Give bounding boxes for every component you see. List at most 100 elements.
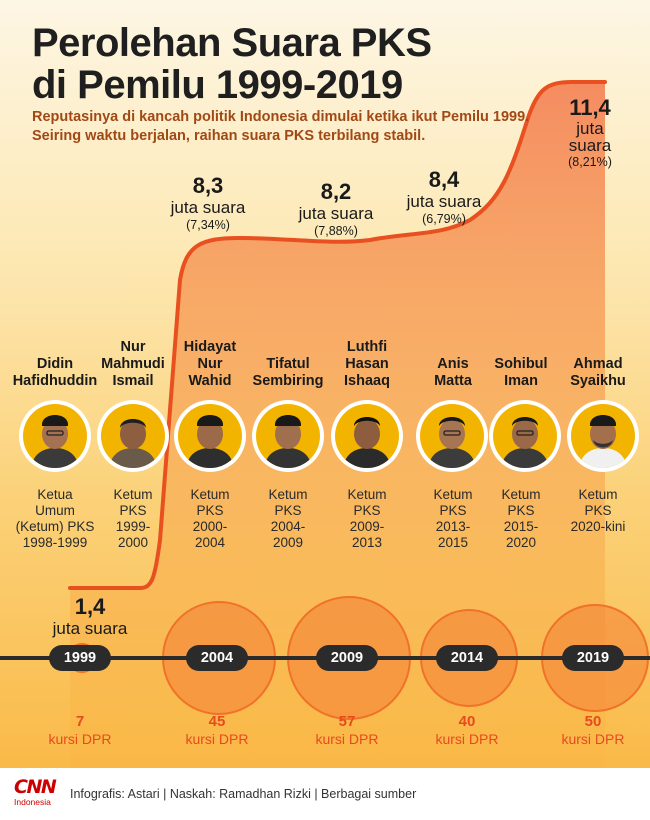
leader-photo: [567, 400, 639, 472]
vote-label-2009: 8,2 juta suara (7,88%): [276, 180, 396, 240]
year-pill: 2019: [562, 645, 624, 671]
cnn-indonesia-logo: CNN Indonesia: [14, 777, 62, 807]
name-line: Iman: [504, 373, 538, 389]
page-title: Perolehan Suara PKS di Pemilu 1999-2019: [32, 22, 432, 106]
vote-unit: juta suara: [170, 198, 246, 217]
vote-percent: (7,34%): [186, 218, 230, 232]
name-line: Wahid: [188, 373, 232, 389]
seat-count: 57 kursi DPR: [292, 712, 402, 748]
leader-name: Ahmad Syaikhu: [548, 318, 648, 390]
role-line: Ketum: [268, 487, 308, 502]
role-line: Ketum: [190, 487, 230, 502]
vote-value: 8,3: [192, 173, 224, 198]
vote-label-2014: 8,4 juta suara (6,79%): [384, 168, 504, 228]
portrait-icon: [101, 404, 165, 468]
name-line: Matta: [434, 373, 472, 389]
seat-count: 7 kursi DPR: [25, 712, 135, 748]
vote-value: 8,4: [428, 167, 460, 192]
name-line: Syaikhu: [570, 373, 626, 389]
name-line: Didin: [36, 356, 74, 372]
portrait-icon: [493, 404, 557, 468]
name-line: Nur: [197, 356, 223, 372]
logo-region: Indonesia: [14, 797, 51, 807]
role-line: 1998-1999: [22, 535, 88, 550]
role-line: 2015-: [503, 519, 539, 534]
seat-number: 40: [458, 713, 476, 730]
leader-name: Sohibul Iman: [471, 318, 571, 390]
leader-role: Ketum PKS 2020-kini: [548, 487, 648, 535]
role-line: Ketum: [578, 487, 618, 502]
role-line: 2013: [351, 535, 383, 550]
seat-number: 57: [338, 713, 356, 730]
leader-name: Hidayat Nur Wahid: [160, 318, 260, 390]
leader-name: Anis Matta: [403, 318, 503, 390]
role-line: Ketum: [433, 487, 473, 502]
vote-percent: (8,21%): [568, 155, 612, 169]
seat-label: kursi DPR: [48, 731, 112, 747]
year-pill: 2004: [186, 645, 248, 671]
role-line: Ketum: [113, 487, 153, 502]
vote-label-1999: 1,4 juta suara: [20, 594, 160, 639]
vote-value: 8,2: [320, 179, 352, 204]
name-line: Luthfi: [346, 339, 388, 355]
vote-percent: (7,88%): [314, 224, 358, 238]
logo-brand: CNN: [14, 776, 57, 798]
vote-label-2019: 11,4 juta suara (8,21%): [540, 96, 640, 171]
leader-name: Nur Mahmudi Ismail: [83, 318, 183, 390]
portrait-icon: [335, 404, 399, 468]
year-pill: 2009: [316, 645, 378, 671]
role-line: 2000-: [192, 519, 228, 534]
name-line: Hafidhuddin: [12, 373, 98, 389]
leader-photo: [97, 400, 169, 472]
role-line: PKS: [274, 503, 302, 518]
seat-number: 7: [75, 713, 85, 730]
seat-count: 50 kursi DPR: [538, 712, 648, 748]
role-line: PKS: [584, 503, 612, 518]
seat-count: 45 kursi DPR: [162, 712, 272, 748]
leader-photo: [416, 400, 488, 472]
seat-label: kursi DPR: [185, 731, 249, 747]
role-line: Umum: [35, 503, 75, 518]
vote-unit: juta suara: [298, 204, 374, 223]
leader-photo: [489, 400, 561, 472]
vote-value: 11,4: [569, 95, 611, 120]
role-line: PKS: [119, 503, 147, 518]
vote-value: 1,4: [74, 594, 106, 619]
leader-role: Ketum PKS 2000- 2004: [160, 487, 260, 551]
year-pill: 2014: [436, 645, 498, 671]
footer: [0, 768, 650, 820]
name-line: Nur: [120, 339, 146, 355]
vote-unit-line-1: juta: [576, 119, 604, 138]
vote-unit-line-2: suara: [568, 136, 612, 155]
role-line: 2015: [437, 535, 469, 550]
vote-percent: (6,79%): [422, 212, 466, 226]
vote-label-2004: 8,3 juta suara (7,34%): [148, 174, 268, 234]
leader-name: Luthfi Hasan Ishaaq: [317, 318, 417, 390]
name-line: Hidayat: [183, 339, 237, 355]
role-line: 2009-: [349, 519, 385, 534]
role-line: 2020-kini: [570, 519, 626, 534]
subtitle: Reputasinya di kancah politik Indonesia …: [32, 109, 530, 144]
leader-name: Tifatul Sembiring: [238, 318, 338, 390]
leader-photo: [174, 400, 246, 472]
vote-line: [68, 80, 607, 590]
name-line: Sohibul: [494, 356, 548, 372]
name-line: Anis: [437, 356, 469, 372]
name-line: Hasan: [345, 356, 389, 372]
role-line: 2004-: [270, 519, 306, 534]
leader-photo: [252, 400, 324, 472]
name-line: Sembiring: [252, 373, 324, 389]
role-line: 2009: [272, 535, 304, 550]
role-line: 2020: [505, 535, 537, 550]
leader-role: Ketum PKS 2013- 2015: [403, 487, 503, 551]
portrait-icon: [571, 404, 635, 468]
role-line: PKS: [439, 503, 467, 518]
leader-photo: [331, 400, 403, 472]
portrait-icon: [420, 404, 484, 468]
role-line: 2004: [194, 535, 226, 550]
seat-count: 40 kursi DPR: [412, 712, 522, 748]
seat-label: kursi DPR: [561, 731, 625, 747]
name-line: Tifatul: [266, 356, 310, 372]
role-line: PKS: [353, 503, 381, 518]
